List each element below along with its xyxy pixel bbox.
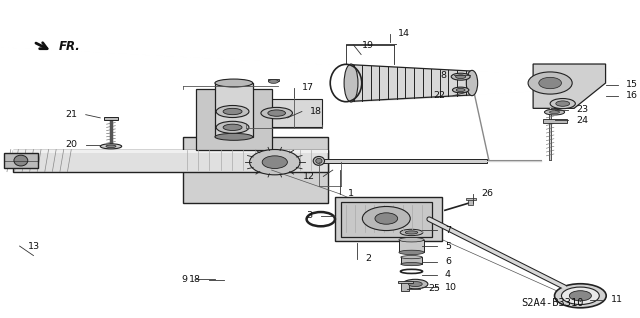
Text: 11: 11 bbox=[611, 295, 623, 304]
Bar bbox=[397, 280, 413, 283]
Bar bbox=[104, 117, 118, 121]
Polygon shape bbox=[341, 202, 432, 237]
Bar bbox=[401, 282, 409, 291]
Ellipse shape bbox=[570, 291, 591, 301]
Circle shape bbox=[375, 213, 397, 224]
Bar bbox=[317, 159, 487, 163]
Text: 21: 21 bbox=[65, 110, 77, 119]
Ellipse shape bbox=[268, 80, 278, 83]
Ellipse shape bbox=[216, 121, 249, 133]
Ellipse shape bbox=[451, 73, 470, 80]
Text: 18: 18 bbox=[310, 107, 322, 116]
Text: 17: 17 bbox=[302, 83, 314, 92]
Ellipse shape bbox=[215, 79, 253, 87]
Text: 15: 15 bbox=[627, 80, 638, 89]
Circle shape bbox=[262, 156, 287, 169]
Ellipse shape bbox=[452, 87, 469, 93]
Bar bbox=[466, 198, 476, 200]
Ellipse shape bbox=[100, 144, 122, 149]
Ellipse shape bbox=[456, 88, 465, 92]
Text: 12: 12 bbox=[303, 172, 315, 181]
Text: 20: 20 bbox=[65, 140, 77, 149]
Polygon shape bbox=[533, 64, 605, 108]
Circle shape bbox=[362, 206, 410, 231]
Polygon shape bbox=[184, 137, 328, 203]
Ellipse shape bbox=[400, 229, 423, 236]
Text: 23: 23 bbox=[576, 106, 588, 114]
Ellipse shape bbox=[545, 109, 564, 115]
Ellipse shape bbox=[399, 238, 424, 242]
Text: 10: 10 bbox=[445, 283, 457, 292]
Text: 8: 8 bbox=[440, 71, 446, 80]
Bar bbox=[401, 257, 422, 264]
Polygon shape bbox=[13, 149, 328, 172]
Ellipse shape bbox=[14, 155, 28, 166]
Circle shape bbox=[528, 72, 572, 94]
Ellipse shape bbox=[408, 281, 422, 287]
Text: 19: 19 bbox=[362, 40, 374, 50]
Text: 14: 14 bbox=[398, 30, 410, 38]
Text: 7: 7 bbox=[445, 226, 451, 235]
Ellipse shape bbox=[550, 99, 575, 109]
Ellipse shape bbox=[261, 107, 292, 119]
Text: 26: 26 bbox=[481, 189, 493, 198]
Text: 1: 1 bbox=[348, 189, 354, 198]
Text: 18: 18 bbox=[188, 275, 200, 284]
Text: 22: 22 bbox=[433, 91, 445, 100]
Ellipse shape bbox=[403, 279, 428, 289]
Ellipse shape bbox=[268, 110, 285, 116]
Text: 24: 24 bbox=[576, 116, 588, 125]
Circle shape bbox=[250, 149, 300, 175]
Ellipse shape bbox=[106, 145, 116, 148]
Text: 9: 9 bbox=[182, 275, 188, 284]
Polygon shape bbox=[13, 149, 328, 153]
Polygon shape bbox=[4, 153, 38, 169]
Text: FR.: FR. bbox=[59, 40, 81, 53]
Ellipse shape bbox=[399, 250, 424, 255]
Bar bbox=[268, 79, 279, 81]
Ellipse shape bbox=[216, 106, 249, 118]
Ellipse shape bbox=[344, 64, 358, 102]
Bar bbox=[468, 199, 473, 205]
Bar bbox=[543, 120, 566, 123]
Text: 5: 5 bbox=[445, 242, 451, 251]
Ellipse shape bbox=[223, 124, 242, 130]
Bar bbox=[246, 99, 322, 127]
Ellipse shape bbox=[215, 133, 253, 140]
Ellipse shape bbox=[401, 256, 422, 259]
Ellipse shape bbox=[550, 111, 559, 114]
Ellipse shape bbox=[467, 70, 477, 96]
Circle shape bbox=[539, 77, 561, 89]
Text: 6: 6 bbox=[445, 257, 451, 266]
Text: 16: 16 bbox=[627, 91, 638, 100]
Polygon shape bbox=[335, 197, 442, 241]
Text: 2: 2 bbox=[365, 254, 371, 263]
Text: S2A4-B3310: S2A4-B3310 bbox=[521, 298, 583, 308]
Text: 3: 3 bbox=[307, 211, 312, 220]
Ellipse shape bbox=[223, 108, 242, 115]
Bar bbox=[215, 83, 253, 137]
Ellipse shape bbox=[405, 231, 418, 234]
Ellipse shape bbox=[313, 156, 324, 165]
Polygon shape bbox=[196, 89, 271, 149]
Ellipse shape bbox=[556, 101, 570, 106]
Text: 25: 25 bbox=[428, 284, 440, 293]
Text: 4: 4 bbox=[445, 270, 451, 279]
Ellipse shape bbox=[316, 158, 322, 163]
Ellipse shape bbox=[554, 284, 606, 308]
Ellipse shape bbox=[401, 263, 422, 266]
Text: 13: 13 bbox=[28, 242, 40, 251]
Bar bbox=[399, 240, 424, 252]
Ellipse shape bbox=[456, 75, 466, 79]
Ellipse shape bbox=[561, 287, 599, 304]
